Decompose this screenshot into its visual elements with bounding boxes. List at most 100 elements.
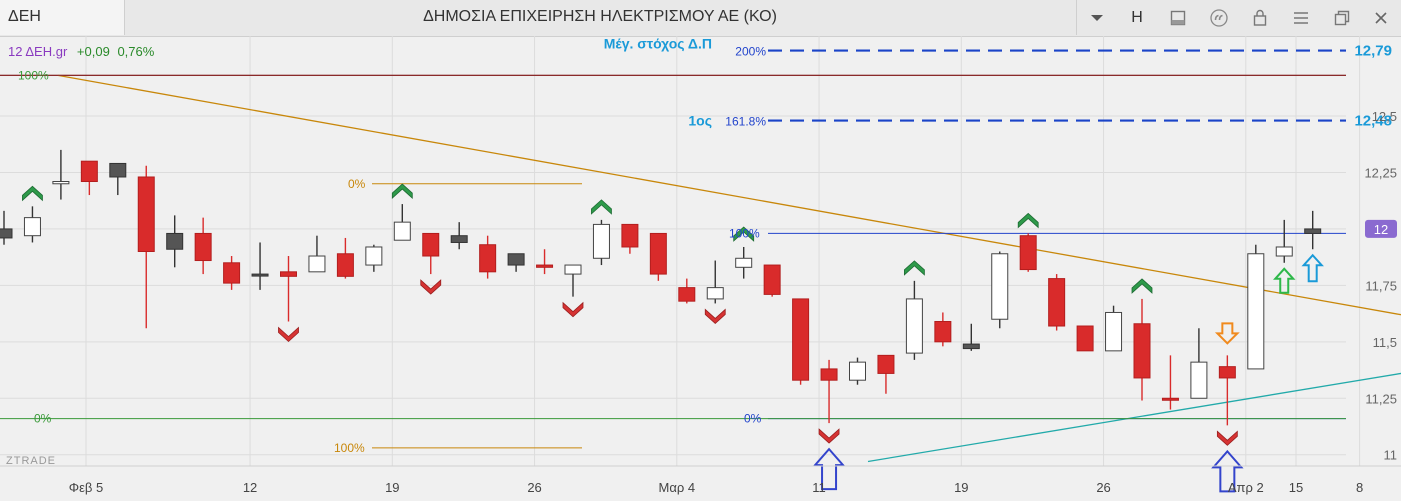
ticker-name: 12 ΔΕΗ.gr	[8, 44, 68, 59]
up-chevron-marker	[1131, 278, 1153, 294]
restore-button[interactable]	[1322, 0, 1362, 35]
candle	[1048, 274, 1066, 331]
x-tick-label: 26	[1096, 480, 1110, 495]
up-chevron-marker	[733, 226, 755, 242]
candle-body	[678, 287, 696, 302]
up-chevron-icon	[591, 199, 612, 215]
watermark: ZTRADE	[6, 455, 56, 467]
candle-body	[251, 273, 269, 277]
candle-body	[365, 246, 383, 266]
up-chevron-icon	[904, 260, 925, 276]
last-price-badge-bg	[1365, 219, 1397, 238]
lock-button[interactable]	[1240, 0, 1280, 35]
up-chevron-icon	[1131, 278, 1153, 294]
down-chevron-icon	[704, 308, 726, 324]
candle	[678, 278, 696, 304]
down-chevron-icon	[818, 428, 840, 444]
candle	[1190, 328, 1208, 399]
candle	[536, 249, 554, 275]
blue-up-arrow-icon	[1301, 253, 1324, 283]
target-caption: 1ος	[688, 113, 712, 129]
candle-body	[166, 232, 184, 250]
candle-body	[621, 223, 639, 248]
candle	[564, 264, 582, 297]
down-chevron-icon	[1216, 430, 1238, 446]
close-icon	[1374, 11, 1388, 25]
candle-body	[422, 232, 440, 257]
candles	[0, 149, 1322, 426]
candle-body	[706, 287, 724, 300]
up-chevron-marker	[591, 199, 612, 215]
candle-body	[991, 253, 1009, 320]
up-chevron-icon	[1017, 212, 1039, 229]
candle	[1161, 355, 1179, 410]
candle	[166, 215, 184, 268]
candle	[23, 206, 41, 243]
candle-body	[109, 162, 127, 178]
signal-markers	[22, 183, 1324, 493]
quote-icon	[1210, 8, 1228, 27]
big-up-arrow-icon	[1211, 449, 1244, 493]
candle	[365, 244, 383, 272]
close-button[interactable]	[1361, 0, 1401, 35]
down-chevron-marker	[562, 301, 584, 318]
y-tick-label: 12,25	[1364, 165, 1397, 180]
candle-body	[649, 232, 667, 275]
target-pct-label: 200%	[735, 45, 766, 59]
y-tick-label: 11,5	[1373, 335, 1397, 350]
up-chevron-marker	[904, 260, 925, 276]
y-tick-label: 12,5	[1372, 109, 1397, 124]
candle-body	[507, 253, 525, 266]
candle	[479, 235, 497, 279]
x-tick-label: 12	[243, 480, 257, 495]
candle	[1019, 233, 1037, 272]
candle	[1133, 298, 1151, 401]
down-chevron-marker	[278, 326, 299, 343]
panel-button[interactable]	[1158, 0, 1198, 35]
x-tick-label: 19	[954, 480, 968, 495]
x-tick-label: 19	[385, 480, 399, 495]
target-value: 12,79	[1354, 43, 1392, 60]
candle	[52, 149, 70, 200]
dropdown-button[interactable]	[1076, 0, 1117, 35]
candle	[0, 210, 13, 245]
down-chevron-icon	[420, 279, 442, 295]
fib-label-fib-orange-100: 100%	[334, 441, 365, 455]
candle	[991, 251, 1009, 329]
x-tick-label: 11	[812, 480, 826, 495]
candle	[223, 256, 241, 290]
candle	[251, 242, 269, 290]
candle-body	[934, 320, 952, 343]
menu-button[interactable]	[1281, 0, 1321, 35]
candle-body	[1304, 228, 1322, 234]
candle	[905, 280, 923, 360]
candle	[1105, 305, 1123, 352]
down-chevron-marker	[1216, 430, 1238, 446]
candlestick-chart[interactable]: 100% 0% 100% 0% 0% 100% 200% Μέγ. στόχος Δ.Π 12,…	[0, 36, 1401, 501]
up-chevron-icon	[22, 185, 43, 202]
down-chevron-marker	[420, 279, 442, 295]
h-button[interactable]: H	[1117, 0, 1157, 35]
candle	[649, 232, 667, 281]
target-value: 12,48	[1354, 113, 1392, 130]
line-downtrend	[57, 74, 1401, 316]
ticker-label: 12 ΔΕΗ.gr +0,09 0,76%	[8, 44, 155, 59]
y-tick-label: 11	[1384, 448, 1398, 463]
line-support	[867, 372, 1401, 463]
symbol-label: ΔΕΗ	[8, 8, 41, 25]
ticker-change-pct: 0,76%	[117, 44, 154, 59]
x-tick-label: 26	[527, 480, 541, 495]
orange-down-arrow-icon	[1214, 322, 1240, 345]
up-chevron-icon	[391, 183, 413, 199]
candle-body	[763, 264, 781, 295]
candle	[792, 298, 810, 385]
candle	[706, 260, 724, 304]
symbol-box[interactable]: ΔΕΗ	[0, 0, 125, 35]
candle-body	[450, 235, 468, 243]
quote-button[interactable]	[1199, 0, 1239, 35]
down-chevron-icon	[278, 326, 299, 343]
candle-body	[1105, 311, 1123, 352]
candle	[80, 160, 98, 196]
h-label: H	[1131, 8, 1143, 26]
